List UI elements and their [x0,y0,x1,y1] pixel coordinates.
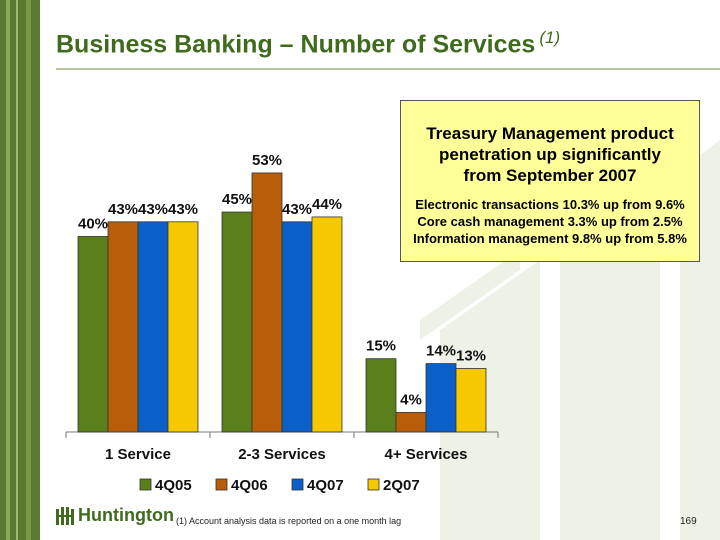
callout-detail-line: Information management 9.8% up from 5.8% [413,231,687,246]
bar-4Q06-1 [251,172,283,433]
legend-label-4Q07: 4Q07 [307,477,344,494]
callout-details: Electronic transactions 10.3% up from 9.… [401,196,699,247]
data-label: 43% [168,201,198,218]
page-number: 169 [680,516,697,527]
x-tick-label: 1 Service [105,446,171,463]
data-label: 40% [78,215,108,232]
callout-headline-line: penetration up significantly [439,145,661,164]
data-label: 44% [312,196,342,213]
bar-4Q05-1 [221,211,253,433]
callout-detail-line: Core cash management 3.3% up from 2.5% [417,214,683,229]
footnote: (1) Account analysis data is reported on… [176,516,402,526]
legend-label-4Q05: 4Q05 [155,477,192,494]
page-title: Business Banking – Number of Services (1) [56,28,561,59]
bar-2Q07-0 [167,221,199,433]
data-label: 4% [400,391,422,408]
data-label: 14% [426,343,456,360]
legend-swatch-4Q05 [139,478,152,491]
title-footnote-marker: (1) [539,28,561,47]
logo-text: Huntington [78,504,174,525]
legend-swatch-4Q06 [215,478,228,491]
bar-2Q07-2 [455,368,487,433]
data-label: 13% [456,347,486,364]
bar-4Q05-2 [365,358,397,433]
legend-swatch-4Q07 [291,478,304,491]
data-label: 45% [222,191,252,208]
callout-box: Treasury Management product penetration … [400,100,700,262]
bar-4Q06-0 [107,221,139,433]
bar-4Q07-1 [281,221,313,433]
sidebar-decoration [0,0,40,540]
callout-headline: Treasury Management product penetration … [401,123,699,186]
legend-label-4Q06: 4Q06 [231,477,268,494]
title-divider [56,68,720,70]
callout-headline-line: Treasury Management product [426,124,674,143]
data-label: 43% [138,201,168,218]
huntington-logo: Huntington [56,504,174,526]
huntington-logo-icon [56,507,74,525]
bar-4Q06-2 [395,412,427,433]
callout-headline-line: from September 2007 [463,166,637,185]
callout-detail-line: Electronic transactions 10.3% up from 9.… [415,197,685,212]
bar-4Q05-0 [77,236,109,433]
legend-label-2Q07: 2Q07 [383,477,420,494]
x-tick-label: 2-3 Services [238,446,326,463]
bar-2Q07-1 [311,216,343,433]
legend-swatch-2Q07 [367,478,380,491]
bar-4Q07-2 [425,363,457,433]
data-label: 43% [282,201,312,218]
bar-4Q07-0 [137,221,169,433]
data-label: 43% [108,201,138,218]
data-label: 53% [252,152,282,169]
data-label: 15% [366,338,396,355]
x-tick-label: 4+ Services [385,446,468,463]
